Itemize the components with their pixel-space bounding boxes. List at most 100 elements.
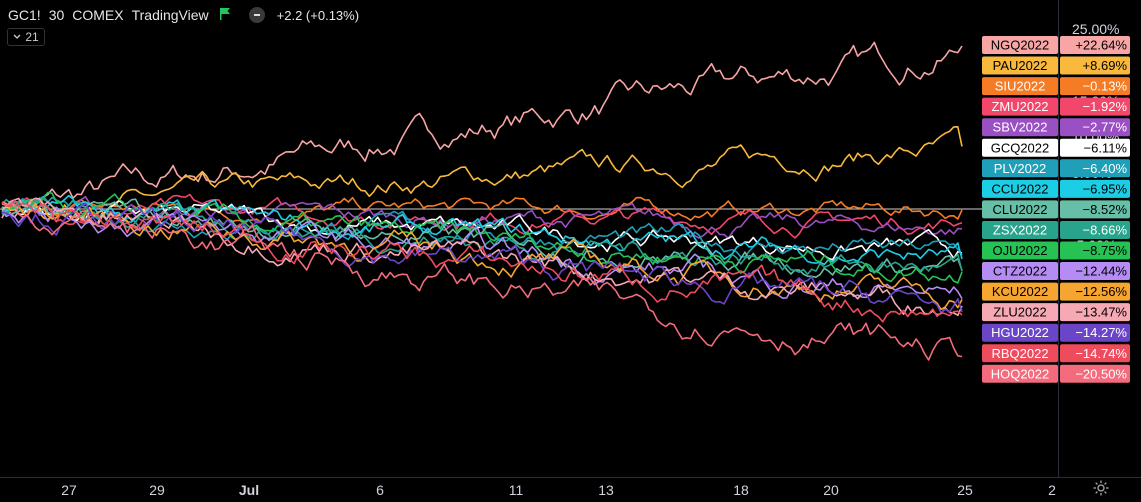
- series-name-badge: [982, 262, 1058, 281]
- series-value: −0.13%: [1083, 79, 1128, 94]
- series-name-badge: [982, 282, 1058, 301]
- series-lines: [1, 41, 963, 361]
- x-tick-label: 27: [61, 482, 77, 498]
- x-tick-label: 13: [598, 482, 614, 498]
- series-price-tag[interactable]: SIU2022 −0.13%: [982, 77, 1130, 96]
- series-value: −2.77%: [1083, 120, 1128, 135]
- series-value-badge: [1060, 138, 1130, 157]
- series-name-badge: [982, 344, 1058, 363]
- price-change: +2.2 (+0.13%): [276, 7, 360, 23]
- interval-label[interactable]: 30: [48, 7, 65, 23]
- series-line-sbv2022[interactable]: [1, 195, 963, 240]
- series-line-zlu2022[interactable]: [1, 197, 963, 317]
- series-value: −14.27%: [1075, 325, 1127, 340]
- series-name-badge: [982, 200, 1058, 219]
- series-value: −13.47%: [1075, 305, 1127, 320]
- series-name-badge: [982, 220, 1058, 239]
- series-line-hoq2022[interactable]: [1, 202, 963, 361]
- series-line-pau2022[interactable]: [1, 126, 963, 226]
- series-value: −14.74%: [1075, 346, 1127, 361]
- minus-dot-icon[interactable]: [248, 7, 265, 23]
- series-line-ngq2022[interactable]: [1, 41, 963, 219]
- series-price-tag[interactable]: ZSX2022 −8.66%: [982, 220, 1130, 239]
- series-line-hgu2022[interactable]: [1, 202, 963, 314]
- series-name: CLU2022: [993, 202, 1048, 217]
- series-name-badge: [982, 97, 1058, 116]
- series-name-badge: [982, 77, 1058, 96]
- series-value-badge: [1060, 262, 1130, 281]
- series-value: −12.44%: [1075, 264, 1127, 279]
- series-name: RBQ2022: [991, 346, 1048, 361]
- series-price-tag[interactable]: CTZ2022 −12.44%: [982, 262, 1130, 281]
- series-value-badge: [1060, 56, 1130, 75]
- series-price-tag[interactable]: GCQ2022 −6.11%: [982, 138, 1130, 157]
- series-value-badge: [1060, 323, 1130, 342]
- series-name-badge: [982, 323, 1058, 342]
- collapse-indicators-button[interactable]: 21: [7, 28, 45, 46]
- series-line-zmu2022[interactable]: [1, 193, 963, 239]
- series-price-tag[interactable]: KCU2022 −12.56%: [982, 282, 1130, 301]
- series-name: HOQ2022: [991, 366, 1050, 381]
- series-line-oju2022[interactable]: [1, 191, 963, 284]
- series-value-badge: [1060, 364, 1130, 383]
- series-name-badge: [982, 118, 1058, 137]
- series-price-tag[interactable]: CCU2022 −6.95%: [982, 179, 1130, 198]
- series-price-tag[interactable]: OJU2022 −8.75%: [982, 241, 1130, 260]
- series-line-kcu2022[interactable]: [1, 201, 963, 311]
- series-line-ctz2022[interactable]: [1, 206, 963, 300]
- series-value: +22.64%: [1075, 38, 1127, 53]
- series-line-clu2022[interactable]: [1, 198, 963, 279]
- series-price-tag[interactable]: RBQ2022 −14.74%: [982, 344, 1130, 363]
- series-name-badge: [982, 179, 1058, 198]
- series-name: SIU2022: [995, 79, 1046, 94]
- gear-icon[interactable]: [1093, 480, 1109, 496]
- series-name: KCU2022: [992, 284, 1048, 299]
- series-price-tag[interactable]: NGQ2022 +22.64%: [982, 36, 1130, 54]
- x-tick-label: Jul: [239, 482, 259, 498]
- series-price-tag[interactable]: CLU2022 −8.52%: [982, 200, 1130, 219]
- series-value: −8.75%: [1083, 243, 1128, 258]
- x-tick-label: 20: [823, 482, 839, 498]
- x-tick-label: 18: [733, 482, 749, 498]
- collapse-count: 21: [25, 30, 39, 44]
- series-value-badge: [1060, 241, 1130, 260]
- series-line-ccu2022[interactable]: [1, 194, 963, 266]
- green-flag-icon[interactable]: [219, 7, 231, 23]
- series-value: +8.69%: [1083, 58, 1128, 73]
- series-name: SBV2022: [993, 120, 1048, 135]
- series-value-badge: [1060, 200, 1130, 219]
- symbol-label[interactable]: GC1!: [8, 7, 41, 23]
- series-value: −6.11%: [1084, 140, 1128, 155]
- series-price-tag[interactable]: ZLU2022 −13.47%: [982, 303, 1130, 322]
- series-price-tag[interactable]: ZMU2022 −1.92%: [982, 97, 1130, 116]
- x-tick-label: 2: [1048, 482, 1056, 498]
- series-price-tag[interactable]: PAU2022 +8.69%: [982, 56, 1130, 75]
- x-tick-label: 11: [509, 482, 524, 498]
- series-price-tag[interactable]: SBV2022 −2.77%: [982, 118, 1130, 137]
- series-name-badge: [982, 303, 1058, 322]
- series-line-rbq2022[interactable]: [1, 199, 963, 323]
- series-name: PLV2022: [994, 161, 1047, 176]
- series-price-tag[interactable]: HOQ2022 −20.50%: [982, 364, 1130, 383]
- series-name: OJU2022: [993, 243, 1048, 258]
- series-value-badge: [1060, 282, 1130, 301]
- series-name-badge: [982, 364, 1058, 383]
- series-name-badge: [982, 36, 1058, 54]
- series-value-badge: [1060, 303, 1130, 322]
- x-tick-label: 25: [957, 482, 973, 498]
- series-name: PAU2022: [993, 58, 1048, 73]
- series-price-tag[interactable]: HGU2022 −14.27%: [982, 323, 1130, 342]
- series-name: ZSX2022: [993, 222, 1047, 237]
- y-tick-label: 25.00%: [1072, 21, 1119, 37]
- series-name: ZMU2022: [991, 99, 1048, 114]
- series-value-badge: [1060, 77, 1130, 96]
- series-value-badge: [1060, 36, 1130, 54]
- series-value: −8.52%: [1083, 202, 1128, 217]
- series-value-badge: [1060, 220, 1130, 239]
- series-value-badge: [1060, 159, 1130, 178]
- series-price-tag[interactable]: PLV2022 −6.40%: [982, 159, 1130, 178]
- series-value: −12.56%: [1075, 284, 1127, 299]
- series-name: HGU2022: [991, 325, 1049, 340]
- series-value: −20.50%: [1075, 366, 1127, 381]
